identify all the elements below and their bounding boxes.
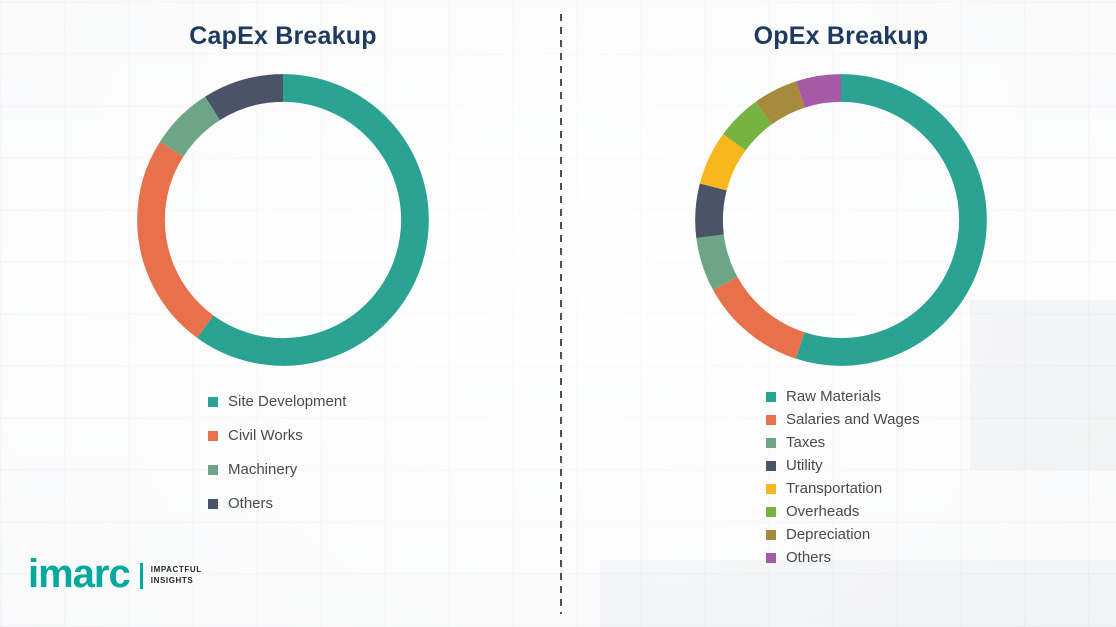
legend-swatch <box>208 499 218 509</box>
capex-donut-chart <box>130 67 436 373</box>
legend-swatch <box>766 506 776 517</box>
legend-label: Transportation <box>786 479 883 497</box>
imarc-logo-text: imarc <box>28 552 131 596</box>
opex-donut-svg <box>695 74 987 366</box>
legend-label: Machinery <box>228 461 298 478</box>
legend-item: Others <box>766 546 1066 569</box>
capex-legend: Site Development Civil Works Machinery Othe… <box>208 385 508 521</box>
legend-swatch <box>766 529 776 540</box>
opex-donut-chart <box>688 67 994 373</box>
capex-chart-title: CapEx Breakup <box>189 22 377 50</box>
donut-segment-civil-works <box>137 74 429 366</box>
capex-chart-panel: CapEx Breakup Site Development Civil Work… <box>58 0 508 521</box>
legend-item: Overheads <box>766 500 1066 523</box>
legend-label: Overheads <box>786 502 860 520</box>
capex-donut-svg <box>137 74 429 366</box>
legend-label: Site Development <box>228 393 347 410</box>
legend-label: Raw Materials <box>786 387 882 405</box>
legend-item: Utility <box>766 454 1066 477</box>
legend-item: Depreciation <box>766 523 1066 546</box>
legend-item: Civil Works <box>208 419 508 453</box>
legend-swatch <box>208 397 218 407</box>
legend-item: Raw Materials <box>766 385 1066 408</box>
legend-swatch <box>208 465 218 475</box>
opex-chart-title: OpEx Breakup <box>753 22 929 50</box>
imarc-logo: imarc IMPACTFUL INSIGHTS <box>28 554 202 594</box>
legend-swatch <box>766 483 776 494</box>
donut-segment-utility <box>695 74 987 366</box>
legend-label: Civil Works <box>228 427 303 444</box>
legend-swatch <box>766 552 776 563</box>
legend-label: Taxes <box>786 433 826 451</box>
imarc-tagline-line2: INSIGHTS <box>150 576 194 585</box>
legend-item: Taxes <box>766 431 1066 454</box>
imarc-logo-tagline: IMPACTFUL INSIGHTS <box>151 565 202 587</box>
legend-swatch <box>208 431 218 441</box>
legend-label: Others <box>228 495 274 512</box>
donut-segment-others <box>137 74 429 366</box>
legend-swatch <box>766 437 776 448</box>
donut-segment-others <box>695 74 987 366</box>
legend-item: Machinery <box>208 453 508 487</box>
dashed-divider <box>560 14 562 614</box>
legend-item: Transportation <box>766 477 1066 500</box>
background-texture-band <box>600 560 1116 627</box>
opex-chart-panel: OpEx Breakup Raw Materials Salaries and W… <box>616 0 1066 569</box>
legend-swatch <box>766 414 776 425</box>
legend-swatch <box>766 460 776 471</box>
legend-label: Utility <box>786 456 823 474</box>
imarc-tagline-line1: IMPACTFUL <box>150 565 202 575</box>
legend-label: Others <box>786 548 832 566</box>
legend-swatch <box>766 391 776 402</box>
opex-legend: Raw Materials Salaries and Wages Taxes Util… <box>766 385 1066 569</box>
legend-item: Others <box>208 487 508 521</box>
legend-item: Site Development <box>208 385 508 419</box>
legend-label: Salaries and Wages <box>786 410 920 428</box>
legend-item: Salaries and Wages <box>766 408 1066 431</box>
imarc-logo-divider <box>139 563 143 589</box>
legend-label: Depreciation <box>786 525 871 543</box>
